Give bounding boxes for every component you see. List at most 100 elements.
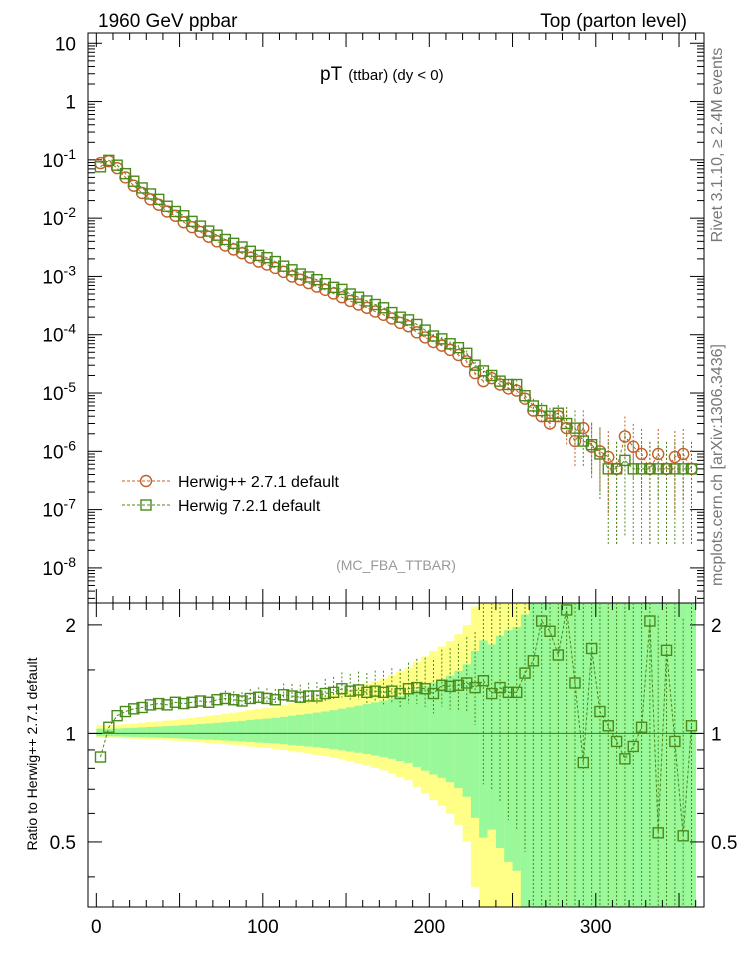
herwig7-point	[277, 260, 290, 272]
herwig7-point	[644, 463, 656, 475]
band-inner-bin	[129, 727, 139, 737]
band-inner-bin	[262, 718, 272, 744]
legend-item-herwig7: Herwig 7.2.1 default	[122, 498, 321, 515]
herwigpp-point	[260, 258, 274, 271]
ratio-point	[219, 692, 232, 705]
ratio-series-markers	[94, 604, 698, 842]
herwig7-point	[619, 454, 631, 467]
band-inner-bin	[196, 724, 205, 740]
energy-label: 1960 GeV ppbar	[98, 11, 238, 32]
ratio-point	[427, 687, 440, 700]
ratio-point	[178, 697, 190, 710]
ratio-point	[402, 683, 415, 695]
band-inner-bin	[304, 713, 314, 747]
ratio-point	[186, 696, 198, 708]
herwig7-point	[128, 175, 140, 187]
plot-title-main: pT	[320, 64, 343, 85]
band-inner-bin	[412, 689, 422, 767]
main-series-markers	[94, 154, 698, 476]
band-inner-bin	[495, 635, 505, 849]
ratio-y-tick-label: 1	[65, 724, 76, 745]
herwig7-point	[419, 324, 431, 336]
main-series-lines	[100, 159, 692, 471]
band-inner-bin	[346, 707, 355, 752]
band-inner-bin	[487, 644, 497, 830]
herwig7-point	[627, 463, 639, 475]
ratio-point	[261, 692, 273, 705]
band-inner-bin	[96, 728, 105, 737]
ratio-point	[103, 721, 115, 733]
ratio-y-tick-label: 0.5	[50, 833, 76, 854]
ratio-point	[94, 751, 107, 763]
herwig7-point	[602, 463, 614, 475]
ratio-point	[644, 615, 656, 627]
herwig7-point	[119, 167, 132, 180]
y-tick-label: 1	[65, 93, 76, 114]
herwig7-point	[286, 264, 298, 276]
ratio-point	[136, 701, 148, 714]
herwig7-point	[352, 291, 365, 303]
herwig7-point	[203, 225, 215, 237]
x-tick-label: 200	[413, 917, 445, 938]
herwig7-point	[594, 448, 606, 460]
ratio-point	[377, 686, 390, 699]
band-inner-bin	[654, 603, 663, 907]
herwig7-point	[369, 298, 381, 311]
herwig7-point	[111, 159, 123, 171]
herwigpp-point	[652, 447, 665, 461]
rivet-version-label: Rivet 3.1.10, ≥ 2.4M events	[709, 48, 726, 243]
ratio-point	[336, 683, 348, 695]
herwig7-point	[519, 389, 531, 402]
ratio-point	[211, 694, 223, 706]
process-label: Top (parton level)	[540, 11, 687, 32]
ratio-point	[602, 720, 614, 732]
herwig7-line	[100, 159, 692, 470]
y-tick-label: 10-8	[42, 554, 76, 580]
ratio-y-tick-label-right: 2	[711, 616, 722, 637]
herwigpp-line	[100, 160, 692, 471]
herwig7-point	[511, 378, 523, 391]
herwigpp-point	[427, 335, 440, 349]
plot-title: pT (ttbar) (dy < 0)	[320, 64, 444, 85]
band-inner-bin	[362, 704, 372, 755]
band-inner-bin	[321, 711, 330, 749]
herwigpp-point	[468, 366, 482, 380]
herwig7-point	[677, 463, 689, 475]
ratio-point	[511, 686, 523, 699]
herwig7-point	[444, 338, 456, 350]
mcplots-label: mcplots.cern.ch [arXiv:1306.3436]	[709, 344, 726, 586]
ratio-point	[610, 735, 623, 748]
herwigpp-point	[568, 434, 582, 448]
herwigpp-point	[352, 298, 365, 311]
band-inner-bin	[187, 724, 197, 739]
ratio-point	[277, 689, 290, 701]
y-tick-label: 10-3	[42, 262, 76, 288]
y-tick-label: 10-6	[42, 437, 76, 463]
ratio-y-tick-label-right: 0.5	[711, 833, 737, 854]
band-inner-bin	[221, 722, 230, 741]
band-inner-bin	[462, 664, 472, 797]
herwig7-point	[669, 463, 681, 475]
band-inner-bin	[470, 650, 480, 818]
ratio-point	[685, 720, 698, 732]
ratio-point	[411, 681, 423, 694]
ratio-point	[519, 667, 531, 679]
herwig7-point	[227, 237, 240, 250]
ratio-point	[203, 696, 215, 708]
x-tick-label: 0	[91, 917, 102, 938]
herwigpp-point	[676, 447, 690, 461]
y-tick-label: 10-5	[42, 379, 76, 405]
ratio-point	[294, 691, 306, 703]
herwigpp-point	[310, 280, 324, 293]
herwig7-point	[569, 422, 581, 434]
band-inner-bin	[279, 716, 289, 745]
x-tick-label: 100	[247, 917, 279, 938]
legend-marker-square	[140, 499, 152, 511]
herwig7-point	[319, 278, 331, 290]
ratio-point	[386, 685, 398, 697]
herwigpp-point	[635, 447, 648, 461]
y-tick-label: 10-7	[42, 496, 76, 522]
band-inner-bin	[445, 675, 455, 783]
band-inner-bin	[312, 712, 322, 748]
ratio-series-line	[100, 609, 693, 836]
